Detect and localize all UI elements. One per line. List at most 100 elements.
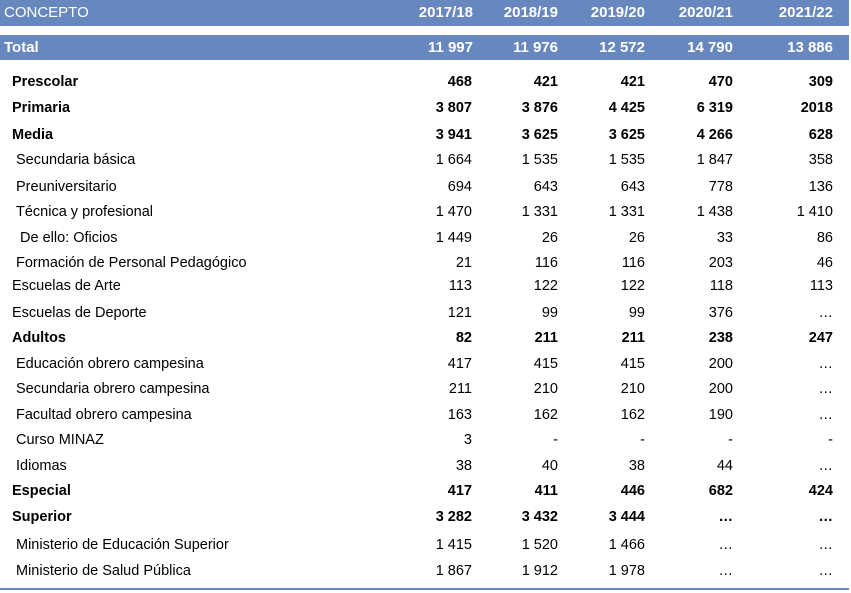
row-value: 116	[534, 255, 558, 271]
row-value: 4 425	[608, 100, 645, 116]
row-value: …	[818, 458, 834, 474]
table-row: Idiomas 38 40 38 44 …	[0, 456, 849, 478]
row-value: 3 282	[435, 509, 472, 525]
table-row: Ministerio de Salud Pública 1 867 1 912 1 9…	[0, 561, 849, 583]
table-row: Adultos 82 211 211 238 247	[0, 328, 849, 350]
row-value: 122	[620, 278, 645, 294]
row-value: 1 331	[608, 204, 645, 220]
row-value: 417	[447, 356, 472, 372]
row-value: 211	[534, 330, 558, 346]
row-value: 421	[620, 74, 645, 90]
row-value: 210	[620, 381, 645, 397]
row-value: -	[728, 432, 733, 448]
row-value: 46	[816, 255, 833, 271]
row-value: 122	[533, 278, 558, 294]
row-value: 211	[448, 381, 472, 397]
row-label: Escuelas de Deporte	[12, 305, 147, 321]
table-row: Formación de Personal Pedagógico 21 116 116…	[0, 253, 849, 275]
row-label: Superior	[12, 509, 72, 525]
column-header-year: 2017/18	[418, 4, 473, 21]
table-row: Secundaria obrero campesina 211 210 210 200…	[0, 379, 849, 401]
table-bottom-rule	[0, 588, 849, 590]
total-value: 12 572	[599, 39, 645, 56]
row-value: 113	[809, 278, 833, 294]
row-value: 643	[533, 179, 558, 195]
total-value: 11 976	[512, 39, 558, 56]
row-value: 3 625	[521, 127, 558, 143]
row-value: -	[828, 432, 833, 448]
row-value: 376	[708, 305, 733, 321]
row-value: 411	[534, 483, 558, 499]
row-value: 643	[620, 179, 645, 195]
row-label: Secundaria básica	[16, 152, 136, 168]
total-row: Total 11 997 11 976 12 572 14 790 13 886	[0, 35, 849, 60]
row-label: Facultad obrero campesina	[16, 407, 192, 423]
row-value: 1 449	[435, 230, 472, 246]
row-label: Idiomas	[16, 458, 67, 474]
row-value: 40	[541, 458, 558, 474]
table-row: Escuelas de Arte 113 122 122 118 113	[0, 276, 849, 298]
row-value: 26	[628, 230, 645, 246]
row-value: 44	[716, 458, 733, 474]
row-value: 1 978	[608, 563, 645, 579]
row-value: 1 520	[521, 537, 558, 553]
table-row: Superior 3 282 3 432 3 444……	[0, 507, 849, 529]
row-value: 116	[621, 255, 645, 271]
row-value: 1 466	[608, 537, 645, 553]
row-value: 1 867	[435, 563, 472, 579]
row-value: 3 941	[435, 127, 472, 143]
table-row: Educación obrero campesina 417 415 415 200…	[0, 354, 849, 376]
row-value: 162	[533, 407, 558, 423]
table-row: Preuniversitario 694 643 643 778 136	[0, 177, 849, 199]
row-label: Adultos	[12, 330, 66, 346]
row-value: …	[818, 356, 834, 372]
row-value: 415	[620, 356, 645, 372]
table-row: Secundaria básica 1 664 1 535 1 535 1 847 358	[0, 150, 849, 172]
row-value: 3	[463, 432, 472, 448]
row-label: Especial	[12, 483, 71, 499]
row-value: 470	[708, 74, 733, 90]
row-value: 1 410	[796, 204, 833, 220]
row-value: 21	[455, 255, 472, 271]
row-value: 6 319	[696, 100, 733, 116]
table-row: Técnica y profesional 1 470 1 331 1 331 1 43…	[0, 202, 849, 224]
total-value: 13 886	[787, 39, 833, 56]
row-value: 468	[447, 74, 472, 90]
row-value: 38	[455, 458, 472, 474]
row-value: 86	[816, 230, 833, 246]
row-value: 778	[708, 179, 733, 195]
row-value: 694	[447, 179, 472, 195]
table-row: Media 3 941 3 625 3 625 4 266 628	[0, 125, 849, 147]
row-value: 238	[708, 330, 733, 346]
row-value: 113	[448, 278, 472, 294]
table-header: CONCEPTO 2017/18 2018/19 2019/20 2020/21…	[0, 0, 849, 26]
row-value: 682	[708, 483, 733, 499]
row-value: 1 415	[435, 537, 472, 553]
row-label: Escuelas de Arte	[12, 278, 121, 294]
row-label: Media	[12, 127, 54, 143]
table-row: Curso MINAZ 3 - - - -	[0, 430, 849, 452]
column-header-year: 2020/21	[678, 4, 733, 21]
row-label: Formación de Personal Pedagógico	[16, 255, 247, 271]
row-value: 628	[808, 127, 833, 143]
table-row: Especial 417 411 446 682 424	[0, 481, 849, 503]
row-label: De ello: Oficios	[20, 230, 118, 246]
row-value: 210	[533, 381, 558, 397]
row-value: 417	[447, 483, 472, 499]
row-value: 121	[447, 305, 472, 321]
row-value: 82	[455, 330, 472, 346]
table-row: De ello: Oficios 1 449 26 26 33 86	[0, 228, 849, 250]
row-value: 1 470	[435, 204, 472, 220]
row-value: …	[718, 509, 734, 525]
row-value: 162	[620, 407, 645, 423]
row-value: 446	[620, 483, 645, 499]
row-label: Educación obrero campesina	[16, 356, 204, 372]
row-label: Ministerio de Educación Superior	[16, 537, 229, 553]
row-value: 415	[533, 356, 558, 372]
row-value: 1 912	[521, 563, 558, 579]
column-header-year: 2019/20	[590, 4, 645, 21]
row-value: 203	[708, 255, 733, 271]
row-value: 38	[628, 458, 645, 474]
row-value: …	[818, 407, 834, 423]
column-header-concept: CONCEPTO	[4, 4, 89, 21]
